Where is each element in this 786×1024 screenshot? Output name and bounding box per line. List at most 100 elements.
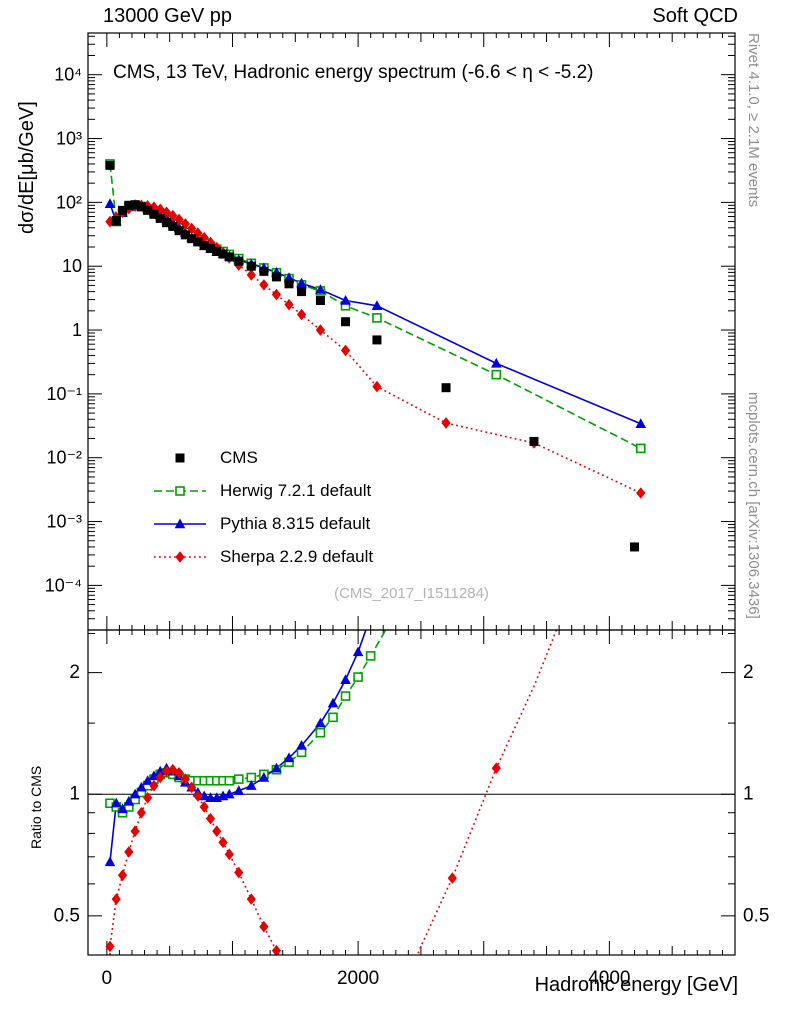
marker-triangle	[174, 518, 186, 528]
ratio-tick-label-right: 1	[743, 784, 754, 805]
marker-square	[199, 241, 209, 251]
marker-diamond	[205, 236, 216, 249]
y-main-tick-label: 10⁻²	[46, 448, 82, 468]
x-tick-label: 4000	[588, 968, 630, 989]
marker-diamond	[315, 324, 326, 336]
marker-diamond	[212, 825, 222, 838]
x-tick-label: 2000	[337, 968, 379, 989]
marker-diamond	[136, 806, 146, 819]
marker-square-open	[233, 774, 244, 784]
marker-square	[187, 234, 197, 244]
y-axis-label-ratio: Ratio to CMS	[28, 765, 44, 849]
marker-triangle	[104, 856, 116, 867]
marker-diamond	[193, 227, 203, 239]
marker-triangle	[246, 780, 257, 790]
marker-diamond	[168, 209, 178, 222]
ratio-series-lines	[109, 630, 558, 955]
ratio-series-markers	[104, 646, 501, 980]
marker-diamond	[205, 812, 216, 825]
marker-triangle	[110, 797, 122, 808]
marker-triangle	[327, 697, 339, 708]
marker-diamond	[246, 269, 256, 281]
marker-triangle	[352, 646, 364, 657]
marker-square	[218, 249, 228, 259]
marker-triangle	[315, 284, 326, 294]
legend-swatch-pythia	[154, 518, 206, 528]
marker-diamond	[234, 866, 244, 879]
marker-diamond	[155, 771, 165, 784]
marker-triangle	[315, 717, 326, 728]
marker-diamond	[246, 893, 256, 905]
marker-square	[284, 279, 294, 289]
y-main-tick-label: 10²	[56, 192, 82, 212]
legend-label-pythia: Pythia 8.315 default	[220, 513, 371, 533]
rivet-version-note: Rivet 4.1.0, ≥ 2.1M events	[745, 33, 762, 208]
series-line-sherpa	[109, 630, 558, 955]
marker-triangle	[142, 775, 153, 785]
legend-item-cms: CMS	[150, 441, 373, 474]
legend-swatch-sherpa	[154, 550, 206, 563]
marker-diamond	[124, 846, 134, 858]
marker-diamond	[224, 848, 234, 861]
marker-square	[193, 237, 203, 247]
marker-square	[143, 205, 153, 215]
marker-square	[180, 230, 190, 240]
marker-square	[271, 272, 281, 282]
y-main-tick-label: 10⁻⁴	[45, 575, 82, 595]
marker-triangle	[104, 198, 116, 208]
marker-diamond	[111, 893, 121, 905]
ratio-panel-frame	[87, 629, 736, 956]
marker-triangle	[340, 674, 351, 684]
marker-triangle	[123, 795, 135, 806]
marker-triangle	[296, 277, 307, 288]
marker-diamond	[155, 203, 165, 216]
marker-triangle	[258, 772, 270, 782]
legend-item-pythia: Pythia 8.315 default	[150, 507, 373, 540]
marker-square-open	[491, 369, 502, 380]
marker-diamond	[149, 779, 159, 792]
marker-triangle	[371, 300, 383, 310]
marker-diamond	[117, 869, 128, 882]
ratio-tick-label-right: 0.5	[743, 905, 769, 926]
marker-square	[224, 252, 234, 262]
marker-triangle	[233, 785, 245, 795]
series-line-pythia	[109, 630, 367, 862]
legend-item-herwig: Herwig 7.2.1 default	[150, 474, 373, 507]
marker-square	[130, 200, 140, 210]
marker-diamond	[199, 231, 209, 244]
marker-triangle	[136, 781, 147, 792]
marker-square	[175, 453, 185, 462]
marker-triangle	[283, 752, 295, 763]
legend: CMS Herwig 7.2.1 default Pythia 8.315 de…	[150, 441, 373, 573]
marker-diamond	[340, 344, 351, 357]
ratio-tick-label-left: 1	[69, 784, 80, 805]
marker-square	[246, 261, 256, 271]
marker-square	[155, 213, 165, 223]
main-series-markers	[104, 159, 647, 552]
marker-square-open	[175, 485, 185, 496]
marker-square	[124, 200, 134, 210]
marker-square-open	[315, 727, 326, 738]
marker-square-open	[328, 712, 338, 723]
marker-diamond	[283, 968, 292, 980]
marker-diamond	[271, 944, 282, 955]
legend-item-sherpa: Sherpa 2.2.9 default	[150, 540, 373, 573]
marker-square-open	[340, 691, 351, 701]
y-main-tick-label: 10³	[56, 129, 82, 149]
marker-square	[372, 335, 382, 345]
marker-diamond	[130, 825, 140, 838]
marker-square-open	[353, 672, 363, 682]
marker-square	[529, 436, 539, 446]
marker-triangle	[296, 740, 307, 750]
marker-diamond	[447, 872, 457, 884]
marker-diamond	[199, 801, 209, 813]
x-axis-label: Hadronic energy [GeV]	[534, 974, 738, 996]
marker-square	[341, 317, 351, 327]
marker-triangle	[224, 788, 235, 799]
marker-diamond	[296, 308, 307, 321]
analysis-id-watermark: (CMS_2017_I1511284)	[334, 585, 489, 602]
marker-diamond	[441, 417, 451, 429]
marker-diamond	[259, 279, 269, 291]
marker-square	[234, 256, 244, 266]
